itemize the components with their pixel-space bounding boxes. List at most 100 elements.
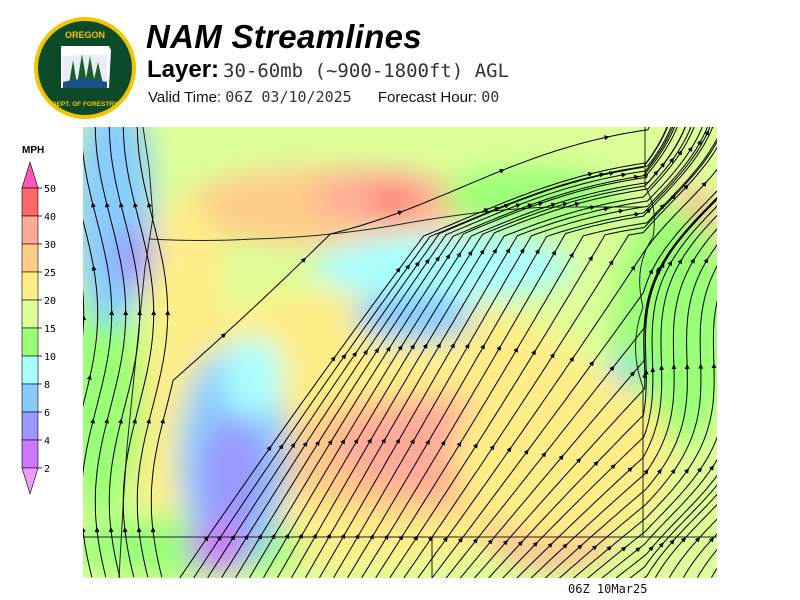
streamline-arrow bbox=[627, 467, 633, 473]
streamline-arrow bbox=[591, 545, 598, 551]
streamline-arrow bbox=[434, 256, 440, 262]
streamline-arrow bbox=[659, 262, 665, 269]
streamline-arrow bbox=[696, 139, 702, 146]
wind-speed-area bbox=[223, 337, 283, 417]
streamline-arrow bbox=[633, 211, 640, 217]
streamline-arrow bbox=[608, 259, 614, 266]
streamline-arrow bbox=[314, 440, 320, 447]
streamline-arrow bbox=[527, 203, 533, 209]
legend-bin-40-50 bbox=[21, 187, 39, 217]
legend-bin-4-6 bbox=[21, 411, 39, 441]
legend-label: 50 bbox=[44, 184, 56, 195]
wind-speed-area bbox=[313, 232, 573, 302]
streamline-arrow bbox=[629, 371, 636, 377]
streamline bbox=[629, 484, 717, 578]
streamline-arrow bbox=[341, 353, 347, 360]
streamline-arrow bbox=[506, 446, 512, 453]
streamline-arrow bbox=[367, 438, 372, 444]
streamline-arrow bbox=[683, 184, 689, 190]
streamline-arrow bbox=[118, 418, 123, 425]
streamline bbox=[249, 127, 678, 578]
footer-timestamp: 06Z 10Mar25 bbox=[568, 582, 648, 596]
streamline-arrow bbox=[405, 264, 410, 270]
streamline-arrow bbox=[551, 250, 557, 256]
streamline-arrow bbox=[603, 135, 610, 141]
svg-text:DEPT. OF FORESTRY: DEPT. OF FORESTRY bbox=[52, 101, 119, 108]
streamline-arrow bbox=[593, 460, 599, 467]
streamline-arrow bbox=[690, 258, 695, 264]
valid-time-value: 06Z 03/10/2025 bbox=[225, 88, 352, 106]
streamline-arrow bbox=[479, 249, 485, 255]
streamline-arrow bbox=[608, 170, 615, 176]
streamline-arrow bbox=[91, 202, 96, 209]
streamline-arrow bbox=[483, 208, 490, 213]
legend-label: 10 bbox=[44, 352, 56, 363]
legend-label: 2 bbox=[44, 464, 50, 475]
streamline-arrow bbox=[537, 201, 544, 207]
legend-label: 15 bbox=[44, 324, 56, 335]
streamline-arrow bbox=[547, 542, 553, 548]
streamline-arrow bbox=[383, 534, 389, 540]
streamline-arrow bbox=[708, 465, 714, 471]
streamline-arrow bbox=[687, 146, 693, 152]
streamline-arrow bbox=[515, 203, 522, 209]
streamline bbox=[83, 218, 99, 408]
streamline-arrow bbox=[369, 534, 374, 540]
streamline-arrow bbox=[278, 444, 284, 450]
wind-speed-area bbox=[613, 207, 717, 447]
streamline bbox=[94, 127, 127, 578]
streamline-arrow bbox=[456, 251, 462, 258]
streamline-arrow bbox=[160, 418, 165, 425]
streamline-arrow bbox=[91, 265, 97, 272]
streamline-arrow bbox=[243, 534, 249, 540]
streamline bbox=[587, 436, 717, 578]
streamline-arrow bbox=[414, 261, 420, 267]
streamline-arrow bbox=[659, 162, 666, 168]
streamline bbox=[193, 127, 672, 578]
streamline-arrow bbox=[146, 418, 151, 425]
streamline-arrow bbox=[620, 172, 627, 178]
streamline-arrow bbox=[230, 534, 236, 541]
streamline-arrow bbox=[658, 542, 664, 548]
streamline bbox=[668, 518, 717, 578]
streamline-arrow bbox=[645, 208, 652, 214]
streamline bbox=[277, 127, 686, 578]
streamline-arrow bbox=[701, 181, 707, 188]
streamline bbox=[319, 127, 703, 578]
legend-bin-20-25 bbox=[21, 271, 39, 301]
valid-time-label: Valid Time: bbox=[148, 89, 222, 106]
legend-label: 8 bbox=[44, 380, 50, 391]
streamline-arrow bbox=[531, 349, 536, 356]
streamline bbox=[389, 140, 717, 578]
legend-bin-25-30 bbox=[21, 243, 39, 273]
streamline-arrow bbox=[669, 539, 675, 545]
streamline-arrow bbox=[541, 451, 547, 458]
streamline bbox=[488, 198, 717, 578]
streamline-arrow bbox=[440, 440, 446, 446]
svg-text:OREGON: OREGON bbox=[65, 30, 105, 40]
streamline bbox=[572, 299, 717, 578]
streamline bbox=[473, 197, 717, 578]
streamline-arrow bbox=[680, 537, 687, 543]
streamline-arrow bbox=[609, 365, 615, 372]
streamline-arrow bbox=[425, 439, 430, 445]
streamline bbox=[530, 228, 717, 578]
streamline-arrow bbox=[669, 157, 674, 164]
streamline-arrow bbox=[577, 544, 583, 550]
streamline-arrow bbox=[362, 349, 368, 356]
streamline-arrow bbox=[513, 347, 519, 353]
streamline bbox=[544, 244, 717, 578]
streamline-arrow bbox=[216, 535, 222, 541]
streamline-arrow bbox=[549, 352, 555, 359]
streamline-arrow bbox=[505, 247, 511, 254]
streamline-arrow bbox=[648, 268, 653, 275]
streamline-arrow bbox=[589, 360, 594, 367]
legend-bin-15-20 bbox=[21, 299, 39, 329]
streamline-arrow bbox=[456, 441, 462, 448]
streamline-arrow bbox=[410, 438, 415, 445]
streamline-arrow bbox=[677, 258, 683, 265]
oregon-department-of-forestry-logo: OREGON DEPT. OF FORESTRY bbox=[34, 17, 136, 119]
streamline-arrow bbox=[683, 468, 689, 474]
streamline-arrow bbox=[284, 533, 290, 540]
streamline-arrow bbox=[119, 202, 124, 209]
